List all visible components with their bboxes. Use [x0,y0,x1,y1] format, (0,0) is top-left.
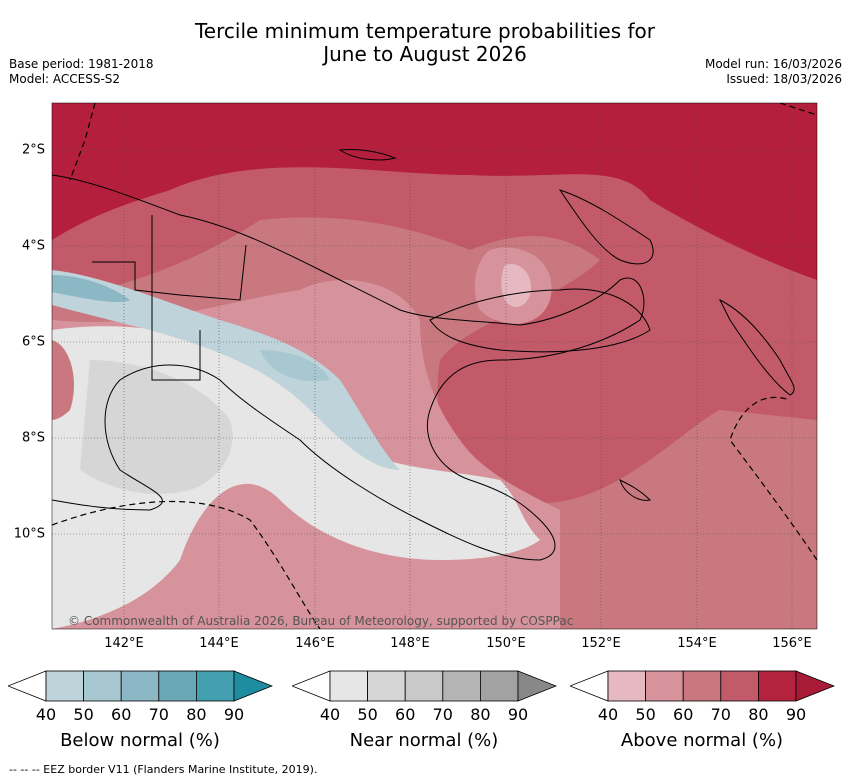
above-normal-60-west [52,340,74,420]
colorbar-tick-label: 70 [432,705,453,724]
colorbar-tick-label: 50 [73,705,94,724]
lon-label-144e: 144°E [199,636,239,651]
near-normal-colorbar [292,670,557,702]
colorbar-extend-high [233,670,273,702]
png-border [151,215,201,381]
colorbar-tick-label: 50 [357,705,378,724]
eez-border [52,103,817,629]
png-mainland-coast [52,174,645,561]
lon-label-142e: 142°E [104,636,144,651]
above-normal-title: Above normal (%) [620,730,784,751]
colorbar-segment [682,670,722,702]
colorbar-segment [404,670,444,702]
colorbar-segment [720,670,759,702]
lon-label-150e: 150°E [486,636,526,651]
colorbar-tick-label: 90 [785,705,807,724]
lat-label-8s: 8°S [21,430,45,446]
colorbar-tick-label: 90 [223,705,245,724]
manus-island [338,149,397,161]
below-normal-40-region [52,270,400,470]
colorbar-tick-label: 70 [148,705,169,724]
below-normal-title: Below normal (%) [60,730,220,751]
new-britain-coast [429,288,651,353]
colorbar-segment [645,670,684,702]
coastlines [52,149,795,561]
colorbar-extend-low [570,670,609,702]
model-run-date: Model run: 16/03/2026 [704,57,842,71]
above-normal-40-island [501,264,531,307]
near-normal-40-south [52,500,122,625]
province-border [92,244,247,301]
bougainville-coast [718,298,795,396]
title-line-2: June to August 2026 [323,42,527,66]
colorbar-tick-label: 80 [470,705,491,724]
colorbar-tick-label: 40 [35,705,57,724]
lon-label-152e: 152°E [581,636,621,651]
colorbar-tick-label: 40 [319,705,341,724]
chart-title: Tercile minimum temperature probabilitie… [0,20,850,66]
copyright-note: © Commonwealth of Australia 2026, Bureau… [68,614,574,628]
issued-date: Issued: 18/03/2026 [726,72,842,86]
lat-label-4s: 4°S [21,238,45,254]
graticule [52,103,817,629]
lon-label-146e: 146°E [295,636,335,651]
colorbar-tick-label: 40 [597,705,619,724]
lon-label-156e: 156°E [772,636,812,651]
colorbar-tick-label: 80 [748,705,769,724]
eez-footnote: -- -- -- EEZ border V11 (Flanders Marine… [9,763,318,776]
colorbar-segment [607,670,646,702]
below-normal-colorbar [8,670,273,702]
base-period: Base period: 1981-2018 [9,57,154,71]
lat-label-6s: 6°S [21,334,45,350]
below-normal-50-region [260,350,330,382]
lat-label-10s: 10°S [13,526,45,542]
map-area [52,103,817,629]
colorbar-segment [45,670,84,702]
colorbar-segment [479,670,519,702]
colorbar-extend-low [8,670,47,702]
model-info: Base period: 1981-2018 Model: ACCESS-S2 [9,57,154,87]
colorbar-tick-label: 90 [507,705,529,724]
colorbar-tick-label: 60 [673,705,694,724]
below-normal-60-region [52,275,130,303]
lon-label-148e: 148°E [390,636,430,651]
run-info: Model run: 16/03/2026 Issued: 18/03/2026 [705,57,842,87]
new-ireland-coast [558,189,654,265]
colorbar-segment [83,670,122,702]
above-normal-colorbar [570,670,835,702]
near-normal-50-region [80,360,233,494]
colorbar-extend-high [517,670,557,702]
island-group [619,479,652,501]
colorbar-segment [120,670,160,702]
lat-label-2s: 2°S [21,142,45,158]
colorbar-segment [442,670,481,702]
map-frame [51,102,818,630]
colorbar-extend-low [292,670,331,702]
colorbar-tick-label: 70 [710,705,731,724]
colorbar-segment [757,670,797,702]
colorbar-tick-label: 50 [635,705,656,724]
title-line-1: Tercile minimum temperature probabilitie… [194,19,656,43]
colorbar-segment [195,670,235,702]
colorbar-extend-high [795,670,835,702]
colorbar-tick-label: 60 [395,705,416,724]
model-name: Model: ACCESS-S2 [9,72,121,86]
colorbar-segment [329,670,368,702]
colorbar-tick-label: 60 [111,705,132,724]
near-normal-title: Near normal (%) [349,730,499,751]
colorbar-tick-label: 80 [186,705,207,724]
colorbar-segment [158,670,197,702]
colorbar-segment [367,670,406,702]
lon-label-154e: 154°E [677,636,717,651]
